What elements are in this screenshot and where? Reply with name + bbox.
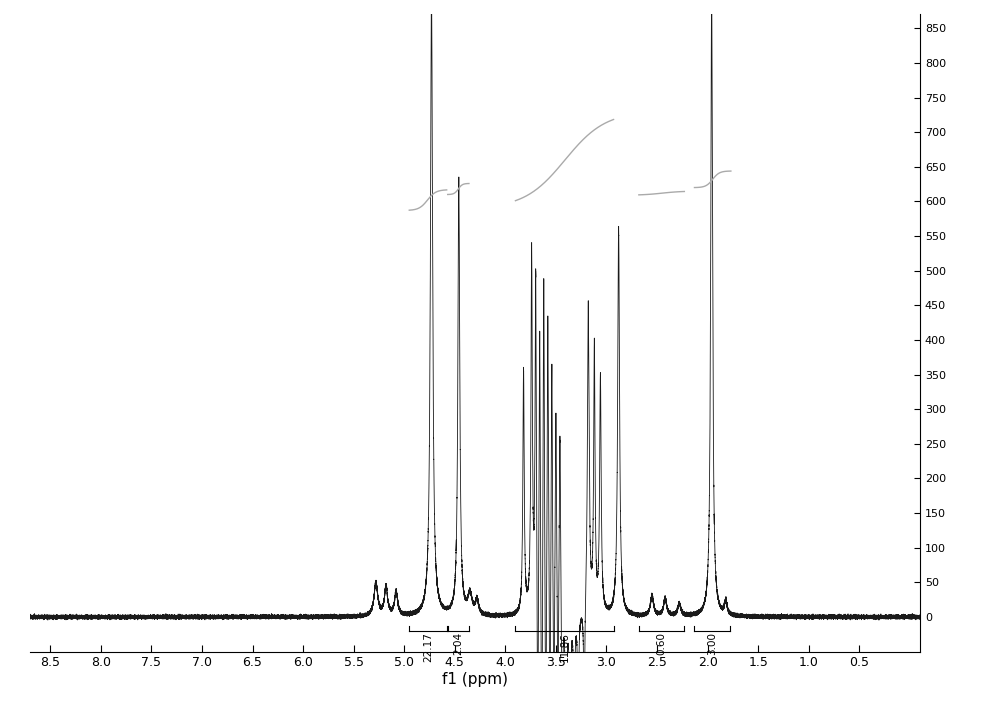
- Text: 0.60: 0.60: [657, 632, 667, 655]
- Text: 2.04: 2.04: [453, 632, 463, 655]
- Text: 22.17: 22.17: [423, 632, 433, 662]
- Text: 3.00: 3.00: [707, 632, 717, 655]
- X-axis label: f1 (ppm): f1 (ppm): [442, 673, 508, 687]
- Text: 11.86: 11.86: [560, 632, 570, 662]
